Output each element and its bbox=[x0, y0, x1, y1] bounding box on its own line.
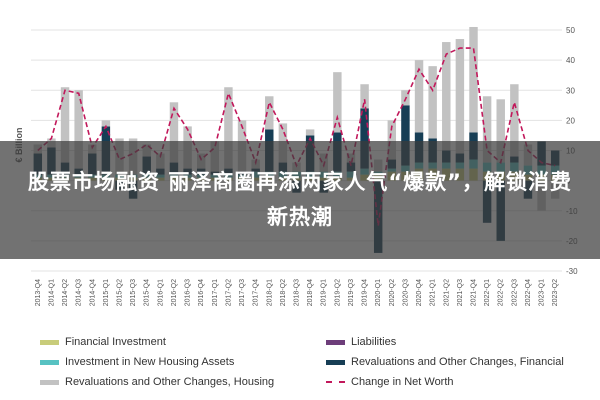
x-tick-label: 2019-Q3 bbox=[348, 279, 355, 306]
headline-text: 股票市场融资 丽泽商圈再添两家人气“爆款”，解锁消费新热潮 bbox=[28, 170, 572, 229]
x-tick-label: 2023-Q2 bbox=[552, 279, 559, 306]
bar-segment bbox=[387, 120, 397, 160]
y-tick-label: 40 bbox=[566, 56, 575, 65]
x-tick-label: 2018-Q3 bbox=[294, 279, 301, 306]
x-tick-label: 2022-Q3 bbox=[511, 279, 518, 306]
y-tick-label: 30 bbox=[566, 86, 575, 95]
legend-item-liabilities: Liabilities bbox=[326, 334, 396, 350]
bar-segment bbox=[414, 60, 424, 133]
bar-segment bbox=[401, 105, 410, 166]
x-tick-label: 2022-Q2 bbox=[498, 279, 505, 306]
bar-segment bbox=[442, 42, 451, 151]
legend-swatch-dashed bbox=[326, 381, 345, 383]
x-tick-label: 2023-Q1 bbox=[539, 279, 546, 306]
legend-swatch bbox=[326, 339, 345, 345]
bar-segment bbox=[482, 96, 492, 163]
x-tick-label: 2018-Q1 bbox=[266, 279, 273, 306]
legend: Financial Investment Investment in New H… bbox=[0, 332, 600, 400]
legend-swatch bbox=[326, 359, 345, 365]
x-tick-label: 2015-Q2 bbox=[117, 279, 124, 306]
x-tick-label: 2016-Q4 bbox=[198, 279, 205, 306]
bar-segment bbox=[305, 129, 315, 136]
bar-segment bbox=[469, 26, 478, 133]
y-tick-label: 50 bbox=[566, 26, 575, 35]
x-tick-label: 2017-Q2 bbox=[225, 279, 232, 306]
bar-segment bbox=[360, 84, 369, 109]
bar-segment bbox=[360, 108, 369, 169]
bar-segment bbox=[428, 66, 437, 139]
x-tick-label: 2014-Q2 bbox=[62, 279, 69, 306]
x-tick-label: 2019-Q2 bbox=[334, 279, 341, 306]
x-tick-label: 2018-Q2 bbox=[280, 279, 287, 306]
legend-label: Revaluations and Other Changes, Housing bbox=[65, 376, 275, 388]
x-tick-label: 2016-Q2 bbox=[171, 279, 178, 306]
x-tick-label: 2019-Q4 bbox=[362, 279, 369, 306]
x-tick-label: 2021-Q1 bbox=[430, 279, 437, 306]
x-tick-label: 2020-Q2 bbox=[389, 279, 396, 306]
legend-item-investment-new-housing: Investment in New Housing Assets bbox=[40, 354, 234, 370]
x-tick-label: 2021-Q2 bbox=[443, 279, 450, 306]
legend-label: Liabilities bbox=[351, 336, 397, 348]
x-tick-label: 2020-Q1 bbox=[375, 279, 382, 306]
bar-segment bbox=[510, 84, 519, 157]
x-tick-label: 2016-Q3 bbox=[185, 279, 192, 306]
legend-label: Investment in New Housing Assets bbox=[65, 356, 235, 368]
legend-item-financial-investment: Financial Investment bbox=[40, 334, 166, 350]
x-tick-label: 2022-Q4 bbox=[525, 279, 532, 306]
headline-banner: 股票市场融资 丽泽商圈再添两家人气“爆款”，解锁消费新热潮 bbox=[0, 141, 600, 259]
bar-segment bbox=[333, 72, 342, 133]
bar-segment bbox=[74, 90, 83, 169]
y-tick-label: -30 bbox=[566, 267, 578, 276]
bar-segment bbox=[455, 39, 465, 154]
bar-segment bbox=[101, 120, 111, 127]
legend-label: Revaluations and Other Changes, Financia… bbox=[351, 356, 564, 368]
x-tick-label: 2018-Q4 bbox=[307, 279, 314, 306]
legend-label: Financial Investment bbox=[65, 336, 166, 348]
x-tick-label: 2015-Q3 bbox=[130, 279, 137, 306]
legend-label: Change in Net Worth bbox=[351, 376, 454, 388]
x-tick-label: 2017-Q4 bbox=[253, 279, 260, 306]
x-tick-label: 2013-Q4 bbox=[35, 279, 42, 306]
x-tick-label: 2022-Q1 bbox=[484, 279, 491, 306]
x-tick-label: 2021-Q3 bbox=[457, 279, 464, 306]
x-tick-label: 2015-Q4 bbox=[144, 279, 151, 306]
x-tick-label: 2017-Q1 bbox=[212, 279, 219, 306]
x-tick-label: 2016-Q1 bbox=[157, 279, 164, 306]
bar-segment bbox=[265, 96, 274, 130]
bar-segment bbox=[60, 87, 70, 163]
legend-swatch bbox=[40, 359, 59, 365]
legend-item-change-net-worth: Change in Net Worth bbox=[326, 374, 454, 390]
y-tick-label: 20 bbox=[566, 116, 575, 125]
legend-swatch bbox=[40, 379, 59, 385]
legend-swatch bbox=[40, 339, 59, 345]
x-tick-label: 2020-Q4 bbox=[416, 279, 423, 306]
x-tick-label: 2014-Q4 bbox=[89, 279, 96, 306]
x-tick-label: 2019-Q1 bbox=[321, 279, 328, 306]
bar-segment bbox=[496, 99, 505, 163]
x-tick-label: 2021-Q4 bbox=[471, 279, 478, 306]
x-tick-label: 2014-Q1 bbox=[48, 279, 55, 306]
x-tick-label: 2015-Q1 bbox=[103, 279, 110, 306]
bar-segment bbox=[169, 102, 179, 163]
legend-item-revaluations-financial: Revaluations and Other Changes, Financia… bbox=[326, 354, 564, 370]
x-tick-label: 2020-Q3 bbox=[402, 279, 409, 306]
legend-item-revaluations-housing: Revaluations and Other Changes, Housing bbox=[40, 374, 274, 390]
x-tick-label: 2017-Q3 bbox=[239, 279, 246, 306]
bar-segment bbox=[224, 87, 233, 169]
x-tick-label: 2014-Q3 bbox=[76, 279, 83, 306]
